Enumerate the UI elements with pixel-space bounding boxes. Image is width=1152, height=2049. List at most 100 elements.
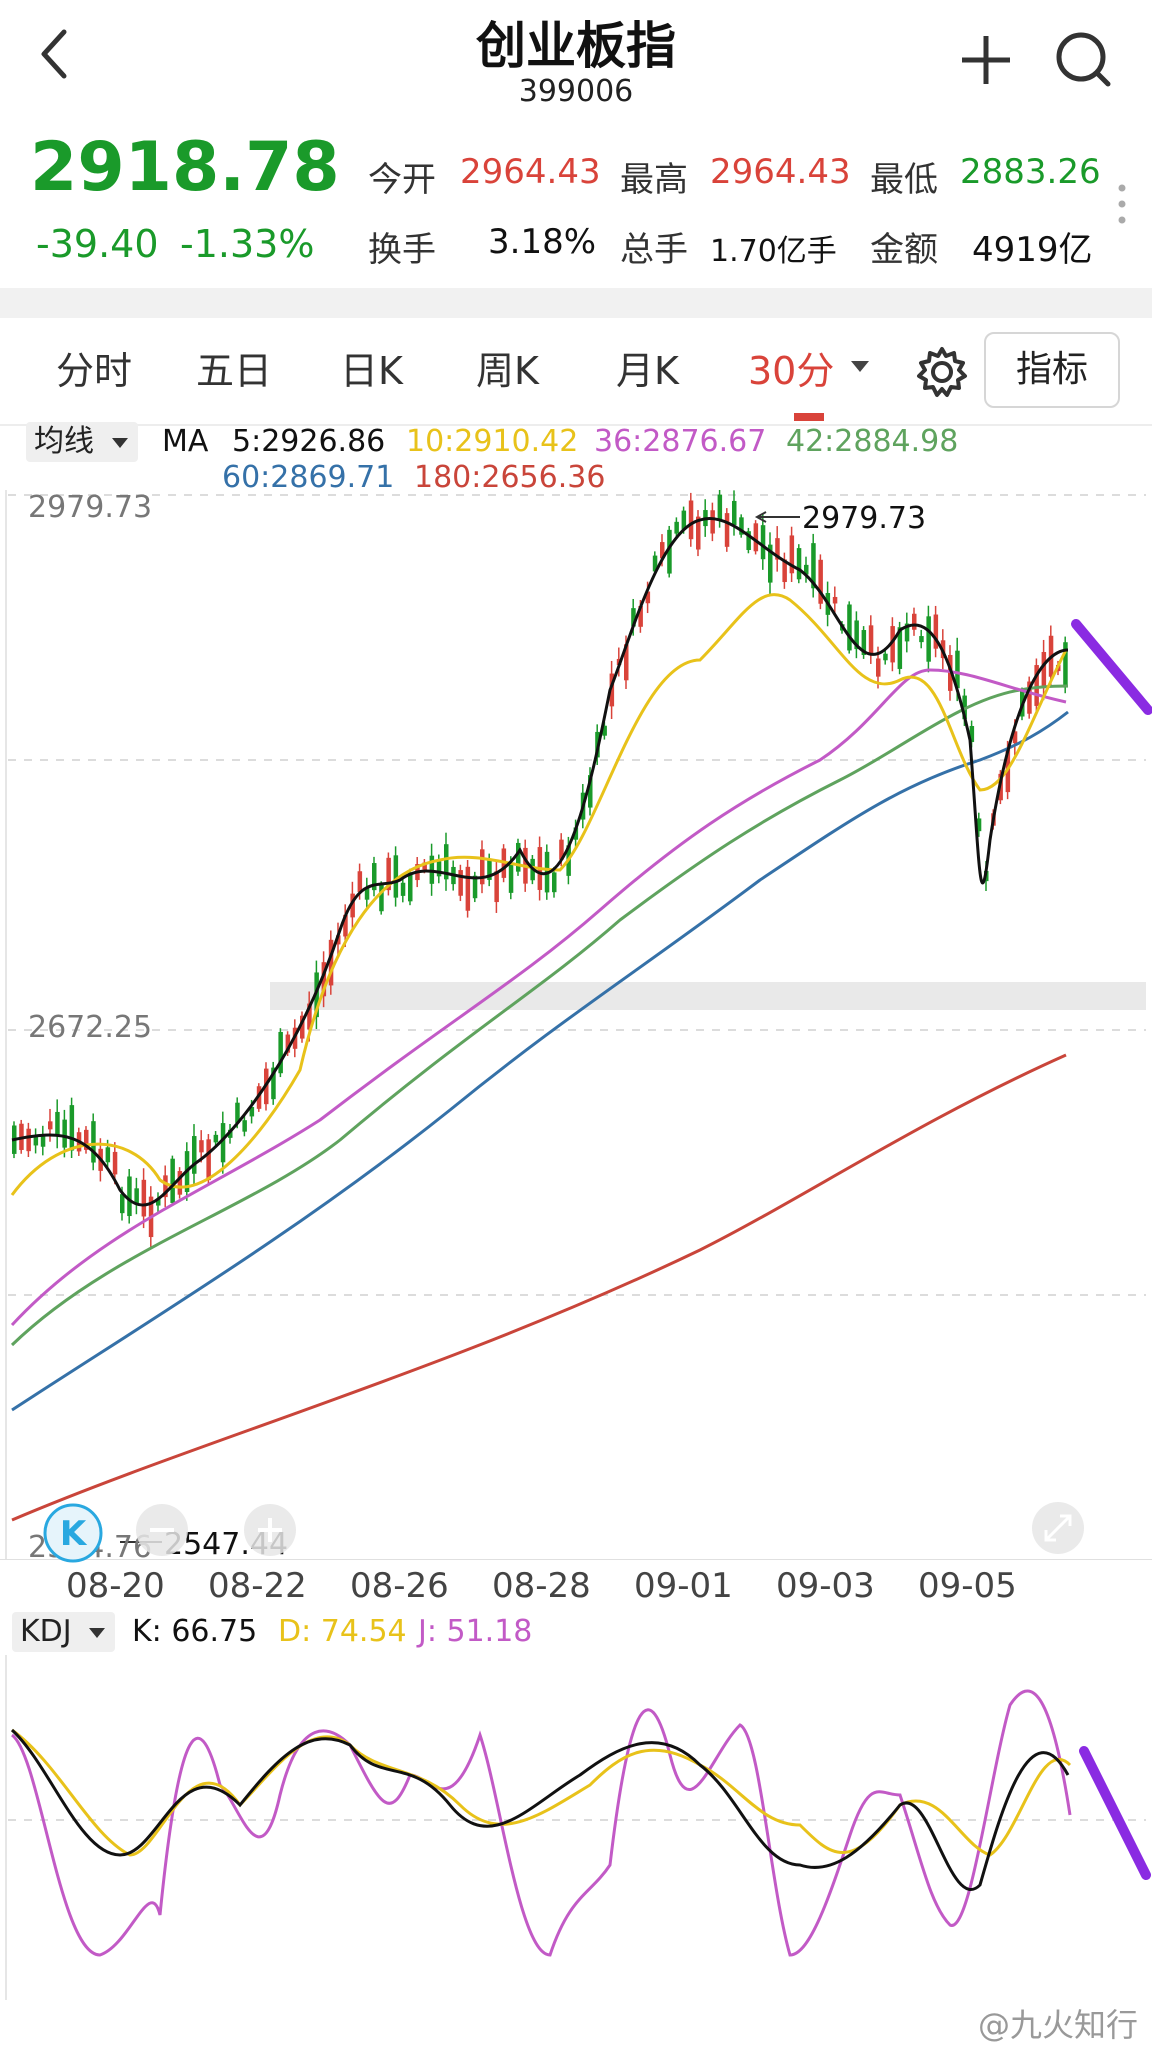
candle-body [573, 827, 579, 840]
tab-divider [0, 424, 1152, 426]
ma5-line [11, 517, 1069, 1207]
date-label: 08-22 [208, 1566, 307, 1606]
candle-body [170, 1158, 175, 1203]
candle-body [278, 1031, 283, 1074]
date-label: 09-01 [634, 1566, 733, 1606]
ma-selector[interactable]: 均线 [26, 422, 138, 462]
high-marker-arrow [754, 511, 767, 523]
candle-body [753, 523, 759, 552]
last-price: 2918.78 [30, 128, 340, 207]
candle-body [444, 844, 449, 880]
price-change-pct: -1.33% [180, 222, 315, 266]
candle-body [782, 559, 787, 583]
high-annotation: 2979.73 [802, 501, 926, 536]
kdj-d-line [11, 1728, 1072, 1857]
candle-body [422, 862, 427, 870]
date-label: 08-20 [66, 1566, 165, 1606]
caret-down-icon [111, 437, 128, 448]
candle-body [1041, 652, 1047, 689]
date-label: 08-26 [350, 1566, 449, 1606]
candle-body [458, 870, 463, 896]
candle-body [588, 775, 593, 808]
ma60-line [11, 710, 1069, 1412]
candle-body [976, 818, 982, 832]
candle-body [681, 510, 687, 530]
more-button[interactable] [1112, 180, 1132, 230]
tab-weekly-k[interactable]: 周K [476, 349, 539, 393]
candle-body [717, 494, 723, 521]
search-icon [1056, 32, 1111, 87]
candle-body [688, 500, 694, 540]
low-value: 2883.26 [960, 152, 1101, 192]
kline-chart[interactable]: 2979.73 2547.44 [0, 490, 1152, 1560]
candle-body [919, 636, 924, 643]
period-dropdown[interactable] [848, 354, 872, 378]
candle-body [883, 653, 888, 661]
candle-body [364, 887, 370, 900]
candle-body [408, 872, 413, 902]
fullscreen-button[interactable] [1030, 1500, 1086, 1556]
candle-body [804, 564, 809, 575]
zoom-out-button[interactable] [134, 1502, 190, 1558]
candle-body [876, 658, 881, 677]
ma-prefix: MA [162, 424, 209, 459]
high-value: 2964.43 [710, 152, 851, 192]
candle-body [667, 529, 672, 574]
kdj-j-value: J: 51.18 [418, 1614, 533, 1649]
candle-body [854, 620, 859, 650]
candle-body [796, 548, 802, 580]
candle-body [465, 866, 471, 911]
kdj-k-line [10, 1728, 1070, 1891]
candle-body [847, 604, 852, 651]
trend-arrow [1071, 619, 1152, 715]
candle-body [141, 1179, 147, 1217]
back-button[interactable] [30, 22, 80, 82]
kdj-chart[interactable] [0, 1655, 1152, 2000]
candle-body [926, 616, 931, 662]
candle-body [1063, 642, 1068, 688]
candle-body [602, 725, 607, 736]
candle-body [249, 1106, 255, 1117]
amount-value: 4919亿 [972, 230, 1093, 270]
search-button[interactable] [1052, 28, 1116, 92]
tab-five-day[interactable]: 五日 [196, 349, 273, 393]
plus-icon [244, 1504, 296, 1556]
candle-body [760, 525, 766, 560]
ma36-value: 36:2876.67 [594, 424, 767, 459]
candle-body [890, 626, 895, 663]
candle-body [969, 726, 975, 743]
tab-intraday[interactable]: 分时 [56, 349, 133, 393]
indicator-button[interactable]: 指标 [984, 332, 1120, 408]
candle-body [55, 1111, 60, 1136]
ma180-value: 180:2656.36 [414, 460, 606, 495]
candle-body [832, 596, 838, 604]
volume-value: 1.70亿手 [710, 234, 837, 269]
candle-body [933, 614, 939, 649]
zoom-in-button[interactable] [242, 1502, 298, 1558]
low-label: 最低 [870, 160, 938, 200]
tab-daily-k[interactable]: 日K [340, 349, 403, 393]
candle-body [386, 857, 391, 891]
candle-body [62, 1119, 67, 1148]
ma42-line [10, 684, 1069, 1347]
kdj-selector[interactable]: KDJ [12, 1612, 116, 1652]
ma180-line [11, 1053, 1067, 1522]
add-watchlist-button[interactable] [956, 30, 1016, 90]
k-logo-button[interactable]: K [42, 1502, 104, 1564]
candle-body [746, 531, 751, 550]
candle-body [91, 1121, 96, 1163]
candle-body [69, 1105, 75, 1151]
settings-button[interactable] [914, 344, 970, 400]
watermark: @九火知行 [977, 2006, 1138, 2044]
candle-body [811, 543, 816, 589]
candle-body [379, 884, 384, 912]
candle-body [429, 855, 435, 884]
tab-monthly-k[interactable]: 月K [616, 349, 679, 393]
k-logo-icon: K [43, 1503, 103, 1563]
grid [8, 494, 1146, 1296]
gear-icon [917, 347, 967, 397]
candle-body [84, 1129, 89, 1150]
ma60-value: 60:2869.71 [222, 460, 395, 495]
caret-down-icon [89, 1627, 106, 1638]
tab-30min[interactable]: 30分 [748, 349, 835, 393]
